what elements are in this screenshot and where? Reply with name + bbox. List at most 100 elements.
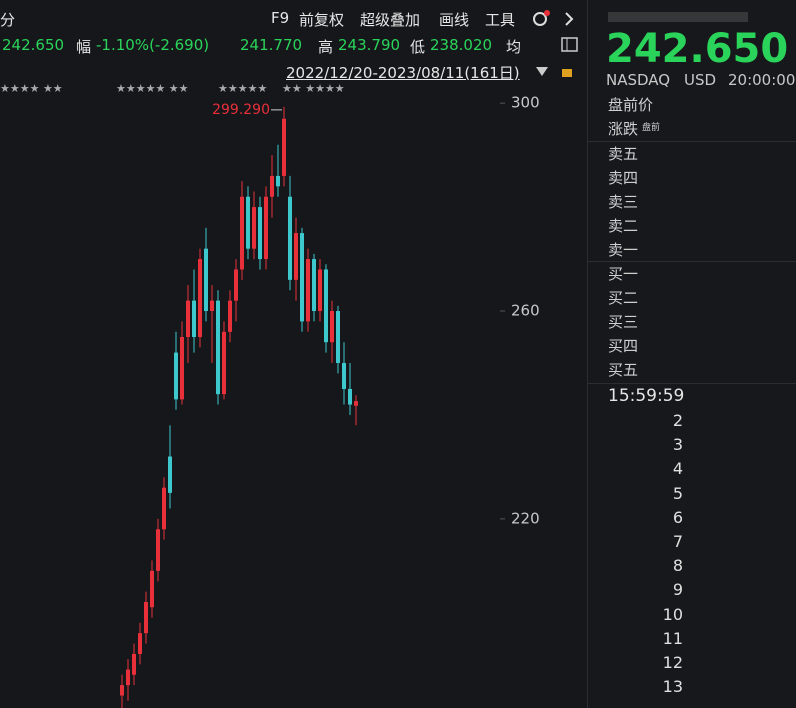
tick-row: 9 xyxy=(672,580,683,600)
candle-body xyxy=(258,207,262,260)
candle-body xyxy=(330,311,334,343)
candle-body xyxy=(294,233,298,280)
candle-body xyxy=(150,570,154,608)
markers: ★★ ★★★★ xyxy=(282,82,345,95)
candle-body xyxy=(168,456,172,493)
candle-body xyxy=(126,669,130,686)
candle-body xyxy=(240,196,244,270)
time: 20:00:00 xyxy=(728,71,796,89)
candle-body xyxy=(270,175,274,197)
candle-body xyxy=(192,300,196,338)
masked-name xyxy=(608,12,748,22)
open: 241.770 xyxy=(240,36,303,54)
ask-level: 卖三 xyxy=(608,193,639,211)
ask-level: 卖四 xyxy=(608,169,639,187)
label: 高 xyxy=(318,38,334,56)
candle-body xyxy=(342,362,346,389)
label: 低 xyxy=(410,38,426,56)
low: 238.020 xyxy=(430,36,493,54)
ask-level: 卖一 xyxy=(608,241,639,259)
divider xyxy=(588,261,796,262)
period[interactable]: 分 xyxy=(0,11,16,29)
bid-level: 买五 xyxy=(608,361,639,379)
bid-level: 买四 xyxy=(608,337,639,355)
change-tag: 盘前 xyxy=(642,123,661,133)
candle-body xyxy=(156,529,160,571)
candle-body xyxy=(276,175,280,187)
date-range[interactable]: 2022/12/20-2023/08/11(161日) xyxy=(286,64,520,82)
tick-row: 4 xyxy=(672,459,683,479)
candle-body xyxy=(132,653,136,675)
tick-row: 11 xyxy=(662,628,683,648)
candle-body xyxy=(162,487,166,530)
bid-level: 买一 xyxy=(608,265,639,283)
change-label: 涨跌 xyxy=(608,120,639,138)
tick-row: 10 xyxy=(662,604,683,624)
candle-body xyxy=(204,248,208,312)
candle-body xyxy=(348,388,352,405)
candle-body xyxy=(354,401,358,406)
toolbar-item[interactable]: 前复权 xyxy=(299,11,345,29)
candle-body xyxy=(252,207,256,249)
candle-chart: 220 260 300 299.290 xyxy=(120,94,540,708)
label: 幅 xyxy=(76,38,92,56)
label: 均 xyxy=(506,38,522,56)
tick-row: 7 xyxy=(672,532,683,551)
candle-body xyxy=(186,300,190,338)
candle-body xyxy=(300,233,304,322)
toolbar-item[interactable]: 工具 xyxy=(485,11,516,29)
markers: ★★★★★ ★★ xyxy=(116,82,189,95)
toolbar-item[interactable]: 画线 xyxy=(439,11,470,29)
candle-body xyxy=(180,337,184,400)
range-icons[interactable] xyxy=(534,62,584,80)
y-tick-label: 300 xyxy=(511,94,540,112)
tick-row: 12 xyxy=(662,653,683,672)
exchange: NASDAQ xyxy=(606,71,671,89)
toolbar-item[interactable]: F9 xyxy=(271,9,290,27)
candle-body xyxy=(228,300,232,332)
last-price: 242.650 xyxy=(2,36,65,54)
candle-body xyxy=(138,633,142,654)
divider xyxy=(588,141,796,142)
bid-level: 买三 xyxy=(608,313,639,331)
layout-icon[interactable] xyxy=(560,36,580,54)
divider xyxy=(588,383,796,384)
candle-body xyxy=(318,269,322,312)
markers: ★★★★★ xyxy=(218,82,268,95)
candle-body xyxy=(120,685,124,696)
side-panel: 242.650 NASDAQ USD 20:00:00 盘前价 涨跌 盘前 15… xyxy=(587,0,796,708)
big-price: 242.650 xyxy=(606,26,789,72)
trade-time: 15:59:59 xyxy=(608,386,685,406)
toolbar-item[interactable]: 超级叠加 xyxy=(360,11,421,29)
tick-row: 5 xyxy=(672,483,683,503)
candle-body xyxy=(216,300,220,395)
candle-body xyxy=(306,259,310,322)
candle-body xyxy=(264,196,268,260)
tick-row: 6 xyxy=(672,507,683,527)
y-tick-label: 260 xyxy=(511,302,540,320)
tick-row: 8 xyxy=(672,556,683,576)
candle-body xyxy=(312,259,316,312)
tick-row: 2 xyxy=(672,411,683,430)
tick-row: 3 xyxy=(672,435,683,455)
max-annotation: 299.290 xyxy=(212,102,270,118)
currency: USD xyxy=(684,71,717,89)
candle-body xyxy=(282,118,286,176)
candle-body xyxy=(198,259,202,338)
change: -1.10%(-2.690) xyxy=(96,36,210,54)
y-tick-label: 220 xyxy=(511,509,540,527)
candle-body xyxy=(234,269,238,301)
markers: ★★★★ ★★ xyxy=(0,82,63,95)
candle-body xyxy=(324,269,328,343)
bid-level: 买二 xyxy=(608,289,639,307)
ask-level: 卖二 xyxy=(608,217,639,235)
toolbar-icons[interactable] xyxy=(530,8,586,30)
premarket: 盘前价 xyxy=(608,96,654,114)
candle-body xyxy=(336,311,340,363)
high: 243.790 xyxy=(338,36,401,54)
candle-body xyxy=(288,196,292,280)
candle-body xyxy=(222,331,226,395)
candle-body xyxy=(210,300,214,312)
tick-row: 13 xyxy=(662,677,683,697)
